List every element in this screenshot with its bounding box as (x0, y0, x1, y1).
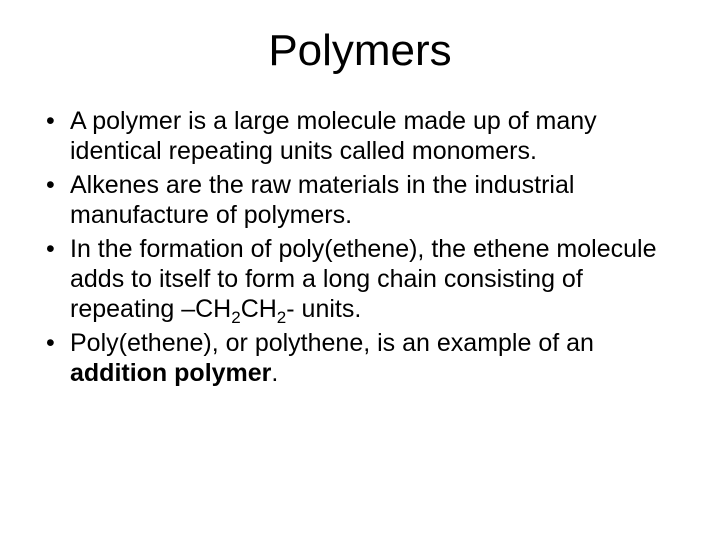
list-item: Poly(ethene), or polythene, is an exampl… (44, 328, 676, 388)
slide-title: Polymers (44, 26, 676, 76)
bullet-list: A polymer is a large molecule made up of… (44, 106, 676, 388)
list-item: Alkenes are the raw materials in the ind… (44, 170, 676, 230)
list-item: In the formation of poly(ethene), the et… (44, 234, 676, 324)
list-item: A polymer is a large molecule made up of… (44, 106, 676, 166)
